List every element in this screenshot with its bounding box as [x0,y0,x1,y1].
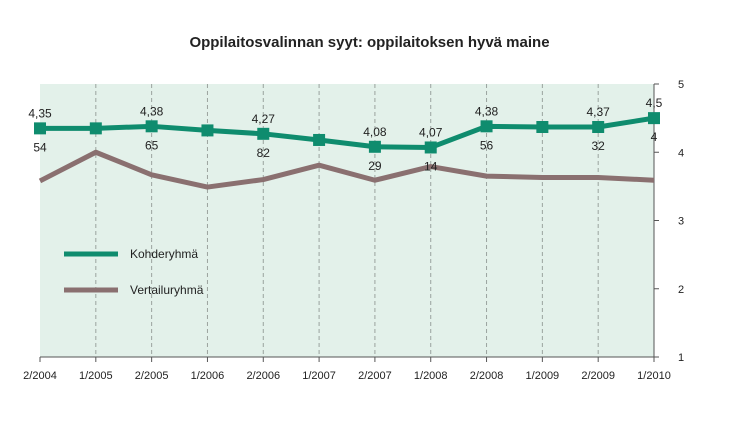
x-tick-label: 2/2004 [23,370,57,382]
legend-label-2: Vertailuryhmä [130,283,204,297]
data-point [536,120,549,133]
x-tick-label: 2/2007 [358,370,392,382]
x-tick-label: 1/2006 [191,370,225,382]
legend: Kohderyhmä Vertailuryhmä [64,247,204,297]
series-line-1 [40,115,655,150]
count-label: 29 [368,159,382,173]
data-label: 4,37 [587,105,611,119]
data-label: 4,5 [646,96,663,110]
data-point [201,124,214,137]
chart-title: Oppilaitosvalinnan syyt: oppilaitoksen h… [189,34,550,51]
x-tick-label: 1/2005 [79,370,113,382]
axes: 2/2004 1/2005 2/2005 1/2006 2/2006 1/2007 2/20… [23,79,684,382]
labels-layer: 4,35 4,38 4,27 4,08 4,07 4,38 4,37 4,5 54 65 82 29 1… [28,96,662,173]
x-tick-label: 2/2009 [581,370,615,382]
count-label: 65 [145,138,159,152]
data-label: 4,08 [363,125,387,139]
series-layer [34,112,660,190]
x-tick-label: 2/2006 [246,370,280,382]
x-tick-label: 1/2009 [526,370,560,382]
y-tick-label: 1 [678,352,684,364]
data-point [313,133,326,146]
y-tick-label: 5 [678,79,684,91]
count-label: 4 [651,130,658,144]
data-label: 4,38 [475,104,499,118]
plot-background [40,84,654,357]
data-label: 4,07 [419,125,443,139]
count-label: 54 [33,140,47,154]
x-tick-label: 1/2007 [302,370,336,382]
data-point [257,127,270,140]
data-label: 4,35 [28,106,52,120]
count-label: 82 [257,146,271,160]
y-tick-label: 2 [678,284,684,296]
data-label: 4,27 [252,112,276,126]
data-point [648,112,660,125]
x-tick-label: 1/2010 [637,370,671,382]
count-label: 32 [592,139,606,153]
data-point [424,141,437,154]
series-line-2 [38,149,655,190]
data-point [368,140,381,153]
data-point [34,122,46,135]
data-point [592,120,605,133]
y-tick-label: 4 [678,147,684,159]
data-point [145,120,158,133]
legend-label-1: Kohderyhmä [130,247,198,261]
data-point [480,120,493,133]
data-label: 4,38 [140,104,164,118]
x-tick-label: 2/2005 [135,370,169,382]
count-label: 56 [480,138,494,152]
count-label: 14 [424,159,438,173]
y-tick-label: 3 [678,216,684,228]
x-tick-label: 1/2008 [414,370,448,382]
x-tick-label: 2/2008 [470,370,504,382]
data-point [89,122,102,135]
